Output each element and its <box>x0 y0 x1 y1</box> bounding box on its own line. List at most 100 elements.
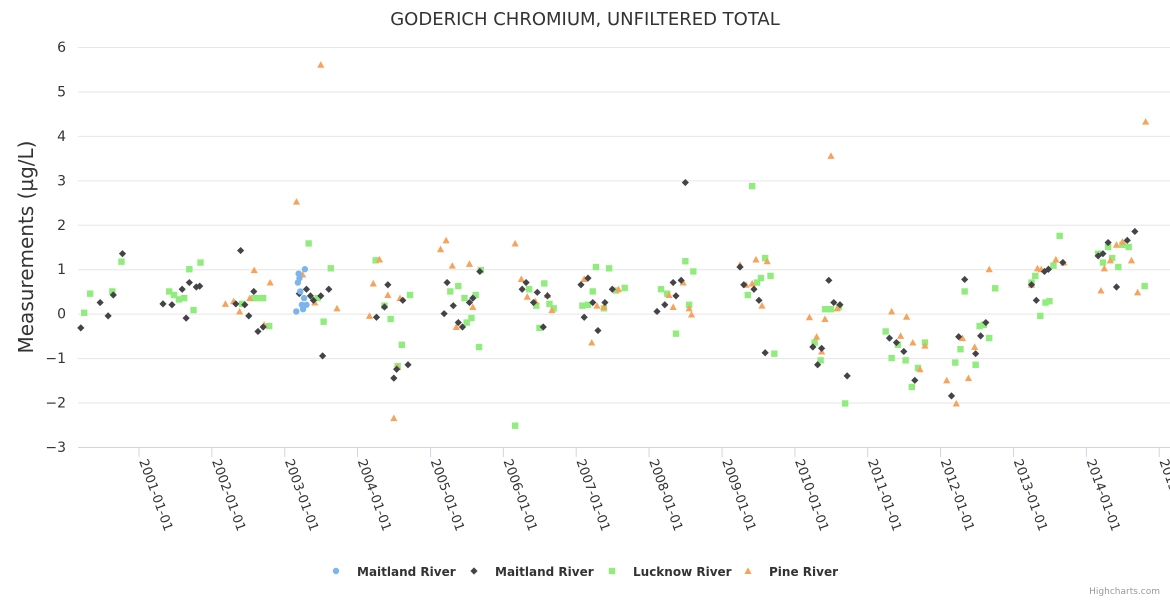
data-point <box>589 298 597 307</box>
data-point <box>406 291 414 299</box>
data-point <box>1040 267 1049 276</box>
data-point <box>825 276 833 284</box>
data-point <box>511 422 519 429</box>
data-point <box>811 339 818 346</box>
legend-item[interactable]: Maitland River <box>332 565 456 579</box>
legend[interactable]: Maitland River Maitland River Lucknow Rive… <box>332 565 838 579</box>
data-point <box>579 302 586 309</box>
legend-symbol <box>332 567 340 575</box>
data-point <box>387 315 394 323</box>
data-point <box>548 306 556 314</box>
data-point <box>186 266 193 273</box>
data-point <box>237 246 245 255</box>
data-point <box>404 361 412 369</box>
data-point <box>454 318 462 327</box>
data-point <box>682 258 689 265</box>
data-point <box>909 338 917 346</box>
data-point <box>736 263 744 271</box>
data-point <box>958 334 967 342</box>
data-point <box>297 288 304 295</box>
data-point <box>894 341 902 348</box>
data-point <box>292 198 301 205</box>
credits-link[interactable]: Highcharts.com <box>1089 587 1160 597</box>
data-point <box>957 346 964 353</box>
data-point <box>182 314 190 322</box>
data-point <box>1134 288 1142 296</box>
data-point <box>748 279 756 287</box>
data-point <box>375 255 384 263</box>
data-point <box>384 281 392 289</box>
data-point <box>687 310 696 318</box>
data-point <box>1106 256 1114 264</box>
data-point <box>180 294 188 302</box>
y-tick-label: 3 <box>57 173 66 189</box>
data-point <box>814 361 822 369</box>
data-point <box>250 287 258 296</box>
data-point <box>665 291 673 298</box>
data-point <box>1112 241 1121 248</box>
data-point <box>1044 265 1053 273</box>
legend-item[interactable]: Maitland River <box>470 565 594 579</box>
y-tick-label: −1 <box>45 351 66 367</box>
data-point <box>589 288 596 295</box>
data-point <box>550 305 557 312</box>
y-tick-label: −3 <box>45 440 66 456</box>
data-point <box>178 285 186 293</box>
legend-item[interactable]: Lucknow River <box>608 565 732 579</box>
data-point <box>306 292 315 300</box>
data-point <box>365 312 374 319</box>
data-point <box>971 343 979 350</box>
data-point <box>621 284 628 292</box>
data-point <box>1099 259 1107 266</box>
data-point <box>302 285 311 293</box>
data-point <box>882 328 889 335</box>
data-point <box>461 294 468 302</box>
data-point <box>465 260 474 267</box>
legend-symbol <box>470 567 478 575</box>
series-0-points <box>293 266 310 315</box>
data-point <box>900 347 908 356</box>
data-point <box>449 302 457 310</box>
data-point <box>1100 264 1108 272</box>
data-point <box>897 332 905 339</box>
data-point <box>254 327 262 336</box>
data-point <box>265 322 273 330</box>
grid-lines <box>78 47 1170 448</box>
data-point <box>885 334 894 342</box>
data-point <box>818 344 826 352</box>
data-point <box>761 349 769 357</box>
data-point <box>657 286 665 293</box>
data-point <box>1032 296 1040 304</box>
data-point <box>390 414 398 422</box>
data-point <box>961 288 968 295</box>
y-axis-ticks: −3 −2 −1 0 1 2 3 4 5 6 <box>45 40 66 456</box>
data-point <box>1037 312 1044 320</box>
data-point <box>436 245 445 253</box>
data-point <box>190 306 197 314</box>
data-point <box>584 274 592 282</box>
data-point <box>916 365 924 373</box>
data-point <box>254 294 262 302</box>
legend-item[interactable]: Pine River <box>744 565 838 579</box>
data-point <box>511 239 519 247</box>
data-point <box>1104 243 1112 251</box>
data-point <box>1142 118 1150 125</box>
data-point <box>813 333 821 340</box>
data-point <box>771 350 778 357</box>
data-point <box>961 275 969 284</box>
data-point <box>836 301 844 309</box>
y-tick-label: 1 <box>57 262 66 278</box>
data-point <box>605 265 613 272</box>
data-point <box>523 293 531 300</box>
data-point <box>843 372 851 380</box>
data-point <box>372 313 381 321</box>
data-point <box>653 307 661 316</box>
data-point <box>827 152 835 159</box>
legend-label: Maitland River <box>495 565 594 579</box>
data-point <box>911 376 919 384</box>
data-point <box>398 341 406 348</box>
data-point <box>740 281 748 289</box>
legend-label: Maitland River <box>357 565 456 579</box>
data-point <box>752 255 760 263</box>
